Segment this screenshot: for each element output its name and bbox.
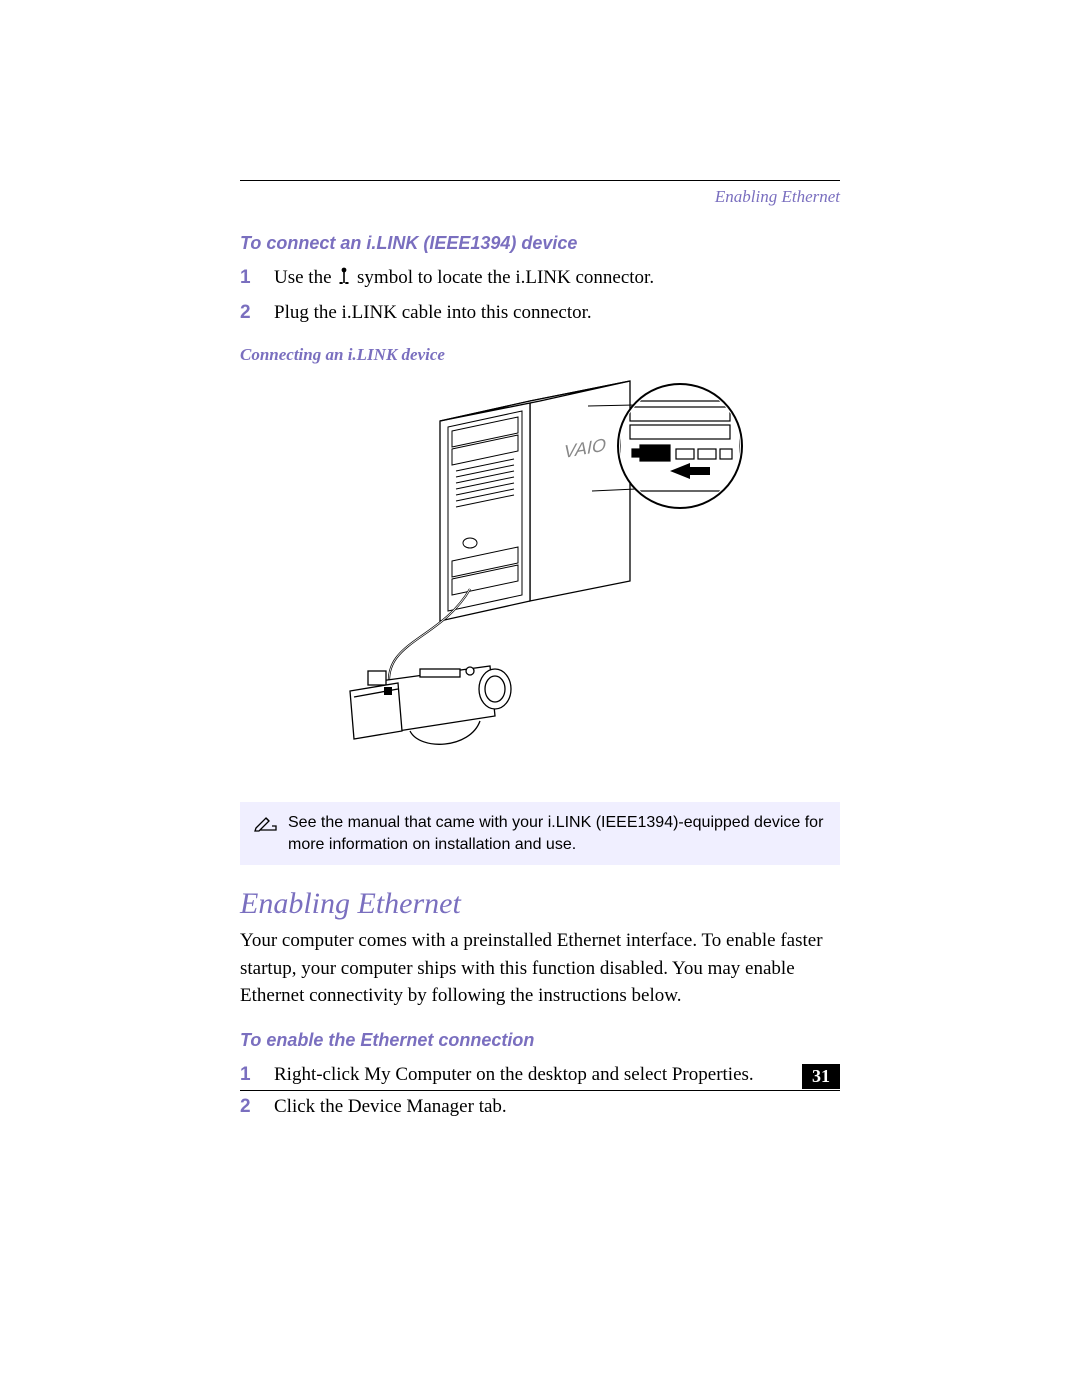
figure-caption: Connecting an i.LINK device [240, 345, 840, 365]
step-text: Use the symbol to locate the i.LINK conn… [274, 264, 840, 295]
ilink-diagram-svg: VAIO [320, 371, 760, 771]
top-rule [240, 180, 840, 181]
footer: 31 [240, 1090, 840, 1091]
step-number: 2 [240, 1093, 274, 1122]
note-box: See the manual that came with your i.LIN… [240, 802, 840, 865]
ilink-symbol-icon [338, 266, 350, 295]
steps-enable-ethernet: 1 Right-click My Computer on the desktop… [240, 1061, 840, 1122]
step-number: 2 [240, 299, 274, 328]
figure-ilink-connection: VAIO [240, 371, 840, 776]
step-text-before: Use the [274, 267, 336, 288]
step-text: Plug the i.LINK cable into this connecto… [274, 299, 840, 328]
step-number: 1 [240, 1061, 274, 1090]
ethernet-paragraph: Your computer comes with a preinstalled … [240, 927, 840, 1010]
steps-connect-ilink: 1 Use the symbol to locate the i.LINK co… [240, 264, 840, 327]
step-text: Click the Device Manager tab. [274, 1093, 840, 1122]
subheading-connect-ilink: To connect an i.LINK (IEEE1394) device [240, 233, 840, 254]
step-row: 2 Plug the i.LINK cable into this connec… [240, 299, 840, 328]
subheading-enable-ethernet: To enable the Ethernet connection [240, 1030, 840, 1051]
step-row: 1 Use the symbol to locate the i.LINK co… [240, 264, 840, 295]
content-area: Enabling Ethernet To connect an i.LINK (… [240, 180, 840, 1140]
pencil-note-icon [254, 814, 280, 839]
step-text: Right-click My Computer on the desktop a… [274, 1061, 840, 1090]
page-number: 31 [802, 1064, 840, 1089]
heading-enabling-ethernet: Enabling Ethernet [240, 887, 840, 921]
page: Enabling Ethernet To connect an i.LINK (… [0, 0, 1080, 1397]
note-text: See the manual that came with your i.LIN… [288, 812, 826, 855]
step-text-after: symbol to locate the i.LINK connector. [357, 267, 654, 288]
step-number: 1 [240, 264, 274, 293]
running-head: Enabling Ethernet [240, 187, 840, 207]
bottom-rule [240, 1090, 840, 1091]
step-row: 2 Click the Device Manager tab. [240, 1093, 840, 1122]
step-row: 1 Right-click My Computer on the desktop… [240, 1061, 840, 1090]
